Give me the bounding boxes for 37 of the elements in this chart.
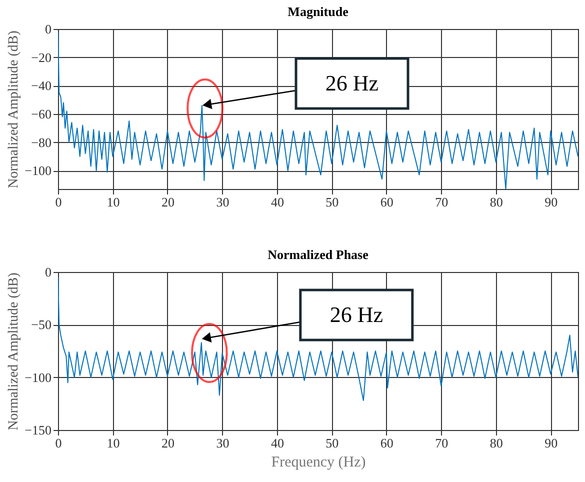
chart-title: Magnitude xyxy=(288,4,349,19)
x-tick-label: 0 xyxy=(55,436,62,450)
y-axis-title: Normalized Amplitude (dB) xyxy=(6,272,22,430)
x-tick-label: 90 xyxy=(544,436,558,450)
x-tick-label: 40 xyxy=(270,436,284,450)
y-tick-label: −60 xyxy=(31,106,52,122)
x-tick-label: 70 xyxy=(435,436,448,450)
x-tick-label: 80 xyxy=(490,436,503,450)
y-tick-label: −100 xyxy=(24,370,52,385)
x-tick-label: 60 xyxy=(380,194,394,210)
x-tick-label: 40 xyxy=(270,194,284,210)
x-tick-label: 80 xyxy=(490,194,503,210)
x-tick-label: 50 xyxy=(326,436,339,450)
x-tick-label: 10 xyxy=(106,436,120,450)
x-tick-label: 10 xyxy=(106,194,120,210)
y-tick-label: −20 xyxy=(31,50,52,65)
chart-title: Normalized Phase xyxy=(268,247,369,262)
y-tick-label: 0 xyxy=(45,22,52,36)
x-tick-label: 90 xyxy=(544,194,558,210)
y-tick-label: −50 xyxy=(31,317,52,332)
y-axis-title: Normalized Amplitude (dB) xyxy=(6,30,22,188)
x-tick-label: 20 xyxy=(161,436,174,450)
y-tick-label: −150 xyxy=(24,422,52,438)
x-tick-label: 20 xyxy=(161,194,174,210)
x-tick-label: 30 xyxy=(216,436,230,450)
x-tick-label: 50 xyxy=(326,194,339,210)
x-tick-label: 30 xyxy=(216,194,230,210)
y-tick-label: 0 xyxy=(45,264,52,280)
annotation: 26 Hz xyxy=(325,70,379,96)
y-tick-label: −40 xyxy=(31,78,52,94)
x-tick-label: 60 xyxy=(380,436,394,450)
x-tick-label: 0 xyxy=(55,194,62,210)
y-tick-label: −80 xyxy=(31,134,52,150)
x-tick-label: 70 xyxy=(435,194,448,210)
y-tick-label: −100 xyxy=(24,163,52,178)
annotation: 26 Hz xyxy=(330,302,384,327)
x-axis-title: Frequency (Hz) xyxy=(271,454,366,470)
